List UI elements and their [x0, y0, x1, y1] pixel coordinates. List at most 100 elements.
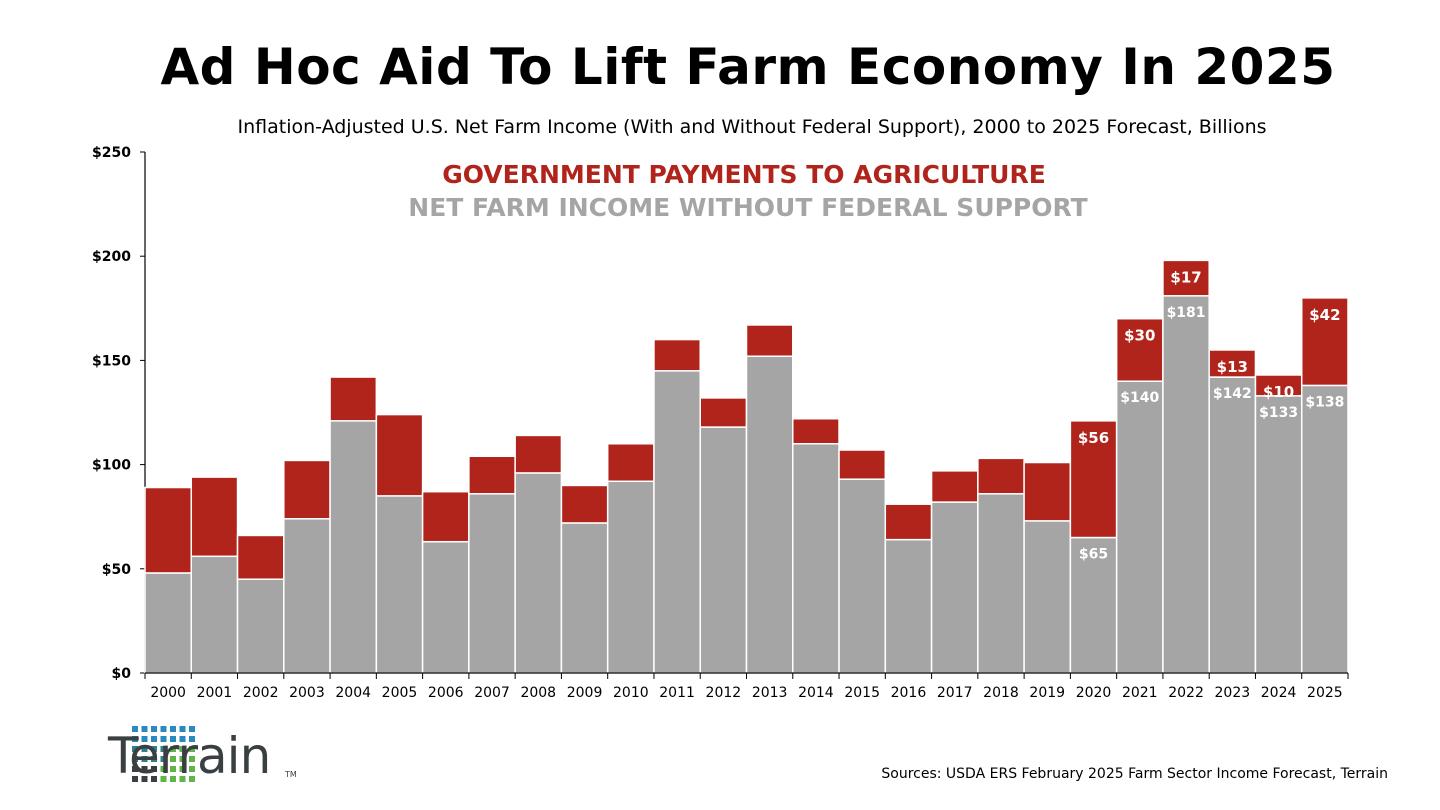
- bar-gov-payments-2006: [421, 490, 470, 543]
- bar-net-income-2005: [375, 495, 424, 674]
- terrain-logo-icon: [132, 726, 195, 782]
- bar-net-income-2010: [606, 480, 655, 674]
- bar-gov-payments-2002: [236, 534, 285, 580]
- x-tick-label: 2011: [659, 685, 695, 701]
- logo-dot: [189, 776, 195, 782]
- x-tick-label: 2000: [150, 685, 186, 701]
- bar-net-income-2008: [514, 472, 563, 674]
- logo-dot: [151, 726, 157, 732]
- logo-dot: [170, 726, 176, 732]
- logo-dot: [151, 756, 157, 762]
- logo-dot: [170, 756, 176, 762]
- data-label-gov-2022: $17: [1170, 268, 1201, 286]
- bar-gov-payments-2008: [514, 434, 563, 474]
- bar-gov-payments-2012: [699, 397, 748, 428]
- data-label-gov-2024: $10: [1263, 383, 1294, 401]
- data-label-net-2022: $181: [1167, 305, 1206, 321]
- x-tick-label: 2015: [844, 685, 880, 701]
- data-label-net-2023: $142: [1213, 386, 1252, 402]
- logo-dot: [151, 746, 157, 752]
- data-label-gov-2023: $13: [1217, 358, 1248, 376]
- bar-net-income-2019: [1023, 520, 1072, 674]
- logo-dot: [132, 766, 138, 772]
- bar-gov-payments-2014: [792, 418, 840, 445]
- logo-dot: [160, 736, 167, 742]
- bar-gov-payments-2022: [1162, 259, 1210, 297]
- x-tick-label: 2021: [1122, 685, 1158, 701]
- bar-gov-payments-2020: [1069, 420, 1118, 539]
- bar-net-income-2004: [329, 420, 378, 674]
- bar-gov-payments-2011: [653, 338, 701, 372]
- bar-net-income-2013: [745, 355, 794, 674]
- bar-gov-payments-2015: [838, 449, 887, 480]
- logo-dot: [160, 726, 167, 732]
- bar-net-income-2024: [1254, 395, 1303, 674]
- x-tick-label: 2022: [1168, 685, 1204, 701]
- bar-net-income-2017: [930, 501, 979, 674]
- logo-dot: [170, 746, 176, 752]
- y-tick-label: $200: [92, 249, 131, 265]
- y-tick-label: $150: [92, 353, 131, 369]
- y-tick-label: $50: [102, 562, 131, 578]
- x-tick-label: 2002: [243, 685, 279, 701]
- logo-dot: [189, 756, 195, 762]
- data-label-net-2024: $133: [1259, 405, 1298, 421]
- chart-subtitle: Inflation-Adjusted U.S. Net Farm Income …: [237, 116, 1267, 138]
- logo-dot: [141, 776, 148, 782]
- x-tick-label: 2018: [983, 685, 1019, 701]
- legend-gov-payments: GOVERNMENT PAYMENTS TO AGRICULTURE: [442, 160, 1046, 189]
- bar-net-income-2025: [1300, 384, 1349, 674]
- bar-net-income-2016: [884, 538, 933, 674]
- bar-net-income-2009: [560, 522, 609, 674]
- logo-dot: [189, 766, 195, 772]
- bar-net-income-2007: [468, 493, 516, 674]
- logo-dot: [179, 736, 186, 742]
- data-label-net-2020: $65: [1079, 547, 1108, 563]
- logo-dot: [141, 766, 148, 772]
- x-tick-label: 2004: [335, 685, 371, 701]
- logo-dot: [179, 756, 186, 762]
- data-label-net-2021: $140: [1120, 390, 1159, 406]
- logo-dot: [179, 776, 186, 782]
- x-tick-label: 2013: [752, 685, 788, 701]
- bar-gov-payments-2003: [283, 459, 331, 520]
- y-tick-label: $100: [92, 458, 131, 474]
- bar-gov-payments-2010: [606, 443, 655, 483]
- bar-gov-payments-2023: [1208, 349, 1257, 378]
- bar-gov-payments-2005: [375, 413, 424, 497]
- bar-net-income-2020: [1069, 536, 1118, 674]
- x-tick-label: 2009: [567, 685, 603, 701]
- x-tick-label: 2010: [613, 685, 649, 701]
- bar-net-income-2011: [653, 370, 701, 674]
- logo-dot: [189, 736, 195, 742]
- bar-gov-payments-2017: [930, 470, 979, 503]
- x-tick-label: 2003: [289, 685, 325, 701]
- logo-dot: [132, 776, 138, 782]
- chart-title: Ad Hoc Aid To Lift Farm Economy In 2025: [160, 38, 1336, 96]
- x-tick-label: 2014: [798, 685, 834, 701]
- bar-net-income-2012: [699, 426, 748, 674]
- x-tick-label: 2020: [1076, 685, 1112, 701]
- bar-gov-payments-2025: [1300, 297, 1349, 387]
- bar-net-income-2015: [838, 478, 887, 674]
- logo-trademark: TM: [285, 770, 297, 779]
- logo-wordmark: Terrain: [108, 727, 271, 785]
- bar-net-income-2018: [977, 493, 1025, 674]
- bar-net-income-2014: [792, 443, 840, 674]
- x-tick-label: 2012: [706, 685, 742, 701]
- legend-net-income: NET FARM INCOME WITHOUT FEDERAL SUPPORT: [408, 193, 1087, 222]
- bar-net-income-2002: [236, 578, 285, 674]
- logo-dot: [170, 766, 176, 772]
- logo-dot: [160, 776, 167, 782]
- logo-dot: [189, 746, 195, 752]
- y-tick-label: $0: [112, 666, 132, 682]
- logo-dot: [160, 766, 167, 772]
- bar-gov-payments-2009: [560, 484, 609, 524]
- logo-dot: [151, 776, 157, 782]
- bar-gov-payments-2016: [884, 503, 933, 541]
- x-tick-label: 2006: [428, 685, 464, 701]
- logo-dot: [160, 746, 167, 752]
- x-tick-label: 2019: [1029, 685, 1065, 701]
- bar-gov-payments-2018: [977, 457, 1025, 495]
- bar-net-income-2006: [421, 540, 470, 674]
